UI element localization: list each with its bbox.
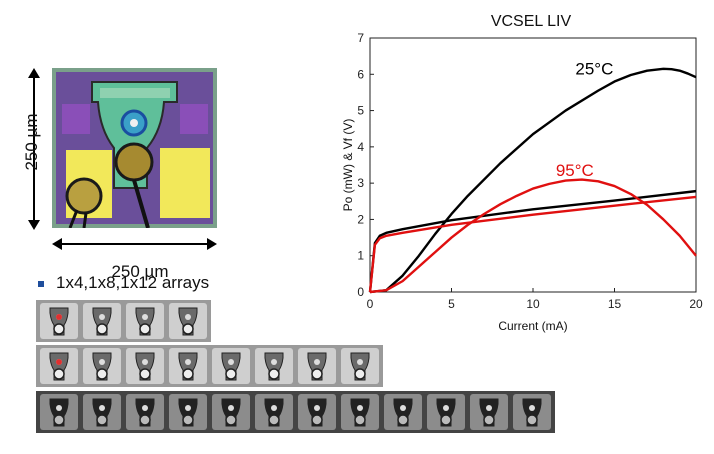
array-element [298,394,336,430]
y-axis-label: Po (mW) & Vf (V) [341,119,355,212]
array-element [341,348,379,384]
array-element [40,394,78,430]
array-strip-1x12 [36,391,555,433]
temperature-annotation: 25°C [575,59,613,78]
array-element [83,303,121,339]
y-tick-label: 6 [357,67,364,81]
array-element [341,394,379,430]
horizontal-dimension-label: 250 µm [111,262,169,281]
horizontal-dimension-arrow [52,238,217,250]
array-element [513,394,551,430]
temperature-annotation: 95°C [556,161,594,180]
y-tick-label: 2 [357,212,364,226]
highlight-marker [56,314,62,320]
highlight-marker [56,359,62,365]
y-tick-label: 4 [357,140,364,154]
array-element [83,394,121,430]
array-strip-1x8 [36,345,383,387]
array-element [384,394,422,430]
y-tick-label: 1 [357,249,364,263]
x-axis-label: Current (mA) [498,319,567,333]
x-tick-label: 0 [367,297,374,311]
array-element [40,348,78,384]
array-strip-1x4 [36,300,211,342]
array-element [298,348,336,384]
array-element [126,348,164,384]
y-tick-label: 5 [357,104,364,118]
vertical-dimension-arrow [28,68,40,230]
array-element [83,348,121,384]
vcsel-chip-photo [52,68,217,228]
vertical-dimension-label: 250 µm [22,113,41,171]
array-element [427,394,465,430]
x-tick-label: 15 [608,297,622,311]
array-element [169,348,207,384]
series-line-3 [369,178,697,294]
series-line-2 [368,189,697,293]
y-tick-label: 0 [357,285,364,299]
x-tick-label: 10 [526,297,540,311]
array-element [212,348,250,384]
x-tick-label: 5 [448,297,455,311]
bullet-square-icon [38,281,44,287]
array-element [212,394,250,430]
array-element [255,394,293,430]
array-element [126,303,164,339]
array-element [169,303,207,339]
array-element [40,303,78,339]
arrays-label: 1x4,1x8,1x12 arrays [56,273,210,292]
array-element [255,348,293,384]
x-tick-label: 20 [689,297,703,311]
array-element [470,394,508,430]
series-line-4 [368,195,697,293]
array-element [126,394,164,430]
y-tick-label: 7 [357,31,364,45]
series-line-1 [369,67,697,294]
chart-title: VCSEL LIV [491,13,572,30]
y-tick-label: 3 [357,176,364,190]
array-element [169,394,207,430]
